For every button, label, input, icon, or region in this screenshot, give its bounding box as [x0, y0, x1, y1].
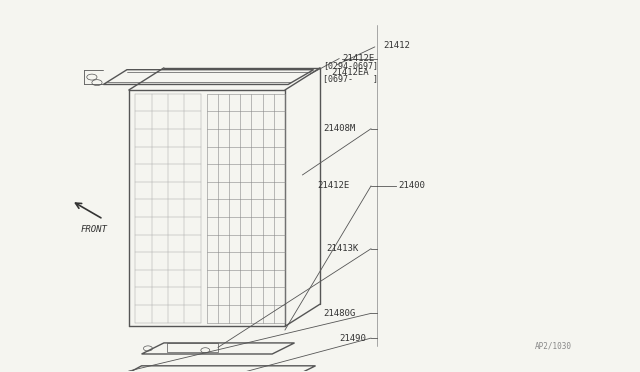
Text: FRONT: FRONT — [81, 225, 108, 234]
Text: 21490: 21490 — [339, 334, 366, 343]
Text: 21412E: 21412E — [317, 182, 349, 190]
Text: 21412: 21412 — [384, 41, 411, 50]
Text: [0294-0697]: [0294-0697] — [323, 61, 378, 71]
Text: 21408M: 21408M — [323, 124, 355, 133]
Text: 21480G: 21480G — [323, 309, 355, 318]
Text: [0697-    ]: [0697- ] — [323, 74, 378, 83]
Text: 21413K: 21413K — [326, 244, 358, 253]
Text: AP2/1030: AP2/1030 — [534, 341, 572, 350]
Text: 21412E: 21412E — [342, 54, 374, 63]
Text: 21400: 21400 — [398, 182, 425, 190]
Text: 21412EA: 21412EA — [332, 68, 369, 77]
